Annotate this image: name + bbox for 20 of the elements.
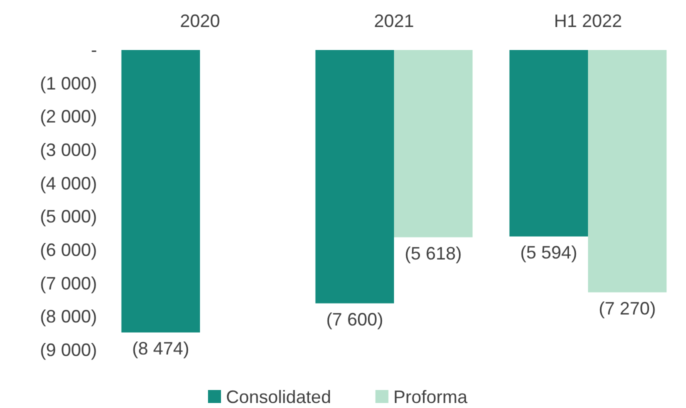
y-tick-label: (3 000) — [40, 140, 97, 160]
y-tick-label: - — [91, 40, 97, 60]
data-label: (7 600) — [326, 309, 384, 330]
data-label: (5 618) — [404, 243, 462, 264]
y-tick-label: (6 000) — [40, 240, 97, 260]
x-tick-label: H1 2022 — [554, 11, 622, 31]
data-label: (8 474) — [132, 338, 190, 358]
x-tick-label: 2020 — [180, 11, 220, 31]
y-tick-label: (9 000) — [40, 340, 97, 360]
data-label: (5 594) — [520, 242, 578, 262]
y-tick-label: (1 000) — [40, 73, 97, 94]
y-tick-label: (4 000) — [40, 173, 97, 194]
y-tick-label: (8 000) — [40, 306, 97, 327]
legend-label: Proforma — [393, 387, 468, 407]
y-tick-label: (2 000) — [40, 106, 97, 127]
y-tick-label: (5 000) — [40, 206, 97, 227]
y-tick-label: (7 000) — [40, 273, 97, 294]
x-tick-label: 2021 — [374, 11, 414, 31]
legend-label: Consolidated — [226, 387, 332, 407]
data-label: (7 270) — [598, 298, 656, 318]
